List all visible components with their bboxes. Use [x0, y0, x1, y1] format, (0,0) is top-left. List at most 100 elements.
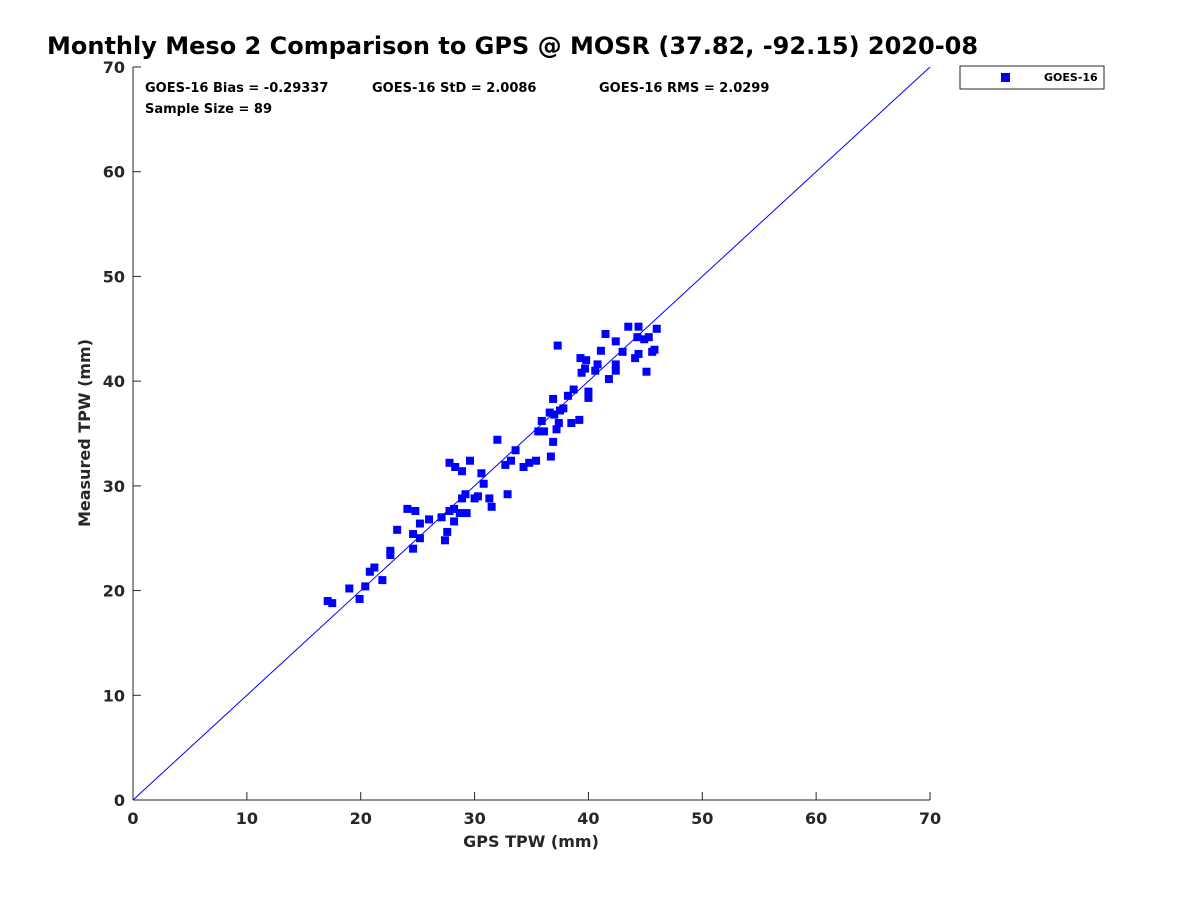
data-point [546, 452, 555, 461]
data-point [601, 330, 610, 339]
x-tick-label: 50 [691, 809, 713, 828]
data-point [415, 519, 424, 528]
data-point [462, 509, 471, 518]
data-point [386, 550, 395, 559]
data-point [501, 460, 510, 469]
data-point [634, 322, 643, 331]
legend: GOES-16 [959, 65, 1105, 90]
data-point [604, 375, 613, 384]
data-point [345, 584, 354, 593]
data-point [611, 366, 620, 375]
legend-marker [1001, 73, 1010, 82]
data-point [323, 597, 332, 606]
x-tick-label: 30 [463, 809, 485, 828]
x-axis-ticks: 0 10 20 30 40 50 60 70 [127, 792, 941, 828]
data-point [631, 354, 640, 363]
data-point [328, 599, 337, 608]
x-tick-label: 40 [577, 809, 599, 828]
data-point [355, 594, 364, 603]
data-point [365, 567, 374, 576]
data-point [549, 437, 558, 446]
data-point [576, 354, 585, 363]
x-tick-label: 60 [805, 809, 827, 828]
data-point [577, 368, 586, 377]
x-tick-label: 20 [350, 809, 372, 828]
data-point [537, 416, 546, 425]
data-point [563, 391, 572, 400]
data-point [378, 576, 387, 585]
data-point [519, 463, 528, 472]
std-stat: GOES-16 StD = 2.0086 [372, 81, 536, 96]
data-point [553, 341, 562, 350]
y-tick-label: 10 [103, 686, 125, 705]
data-point [582, 356, 591, 365]
y-tick-label: 30 [103, 477, 125, 496]
data-point [550, 410, 559, 419]
data-point [493, 435, 502, 444]
y-tick-label: 0 [114, 791, 125, 810]
data-point [455, 509, 464, 518]
data-point [511, 446, 520, 455]
data-point [549, 394, 558, 403]
data-point [567, 419, 576, 428]
data-point [466, 456, 475, 465]
data-point [458, 494, 467, 503]
data-point [425, 515, 434, 524]
data-point [409, 530, 418, 539]
y-tick-label: 40 [103, 372, 125, 391]
data-point [650, 345, 659, 354]
data-point [624, 322, 633, 331]
data-point [581, 364, 590, 373]
data-point [644, 333, 653, 342]
data-point [618, 347, 627, 356]
data-point [554, 419, 563, 428]
data-point [642, 367, 651, 376]
data-point [403, 504, 412, 513]
data-point [584, 393, 593, 402]
x-tick-label: 0 [127, 809, 138, 828]
data-point [611, 337, 620, 346]
y-tick-label: 70 [103, 58, 125, 77]
chart-title: Monthly Meso 2 Comparison to GPS @ MOSR … [47, 32, 978, 60]
data-point [532, 456, 541, 465]
y-tick-label: 50 [103, 267, 125, 286]
data-point [450, 517, 459, 526]
data-point [652, 324, 661, 333]
data-point [534, 427, 543, 436]
data-point [569, 385, 578, 394]
data-point [540, 427, 549, 436]
sample-size-stat: Sample Size = 89 [145, 102, 272, 117]
data-point [584, 387, 593, 396]
data-point [634, 349, 643, 358]
data-point [409, 544, 418, 553]
data-point [591, 366, 600, 375]
data-point [393, 525, 402, 534]
data-point [443, 527, 452, 536]
rms-stat: GOES-16 RMS = 2.0299 [599, 81, 769, 96]
y-tick-label: 60 [103, 163, 125, 182]
data-point [361, 582, 370, 591]
bias-stat: GOES-16 Bias = -0.29337 [145, 81, 328, 96]
stats-annotation: GOES-16 Bias = -0.29337 GOES-16 StD = 2.… [145, 81, 769, 117]
data-point [479, 479, 488, 488]
data-point [411, 506, 420, 515]
plot-area: 0 10 20 30 40 50 60 70 0 10 20 30 40 50 60 70 [103, 58, 941, 828]
data-point [633, 333, 642, 342]
data-point [445, 506, 454, 515]
data-point [386, 546, 395, 555]
data-point [552, 425, 561, 434]
x-tick-label: 10 [236, 809, 258, 828]
y-axis-label: Measured TPW (mm) [75, 339, 94, 527]
x-tick-label: 70 [919, 809, 941, 828]
y-tick-label: 20 [103, 582, 125, 601]
data-point [450, 504, 459, 513]
data-point [485, 494, 494, 503]
data-point [440, 536, 449, 545]
data-point [507, 456, 516, 465]
x-axis-label: GPS TPW (mm) [463, 832, 599, 851]
data-point [473, 492, 482, 501]
data-point [437, 513, 446, 522]
data-point [458, 467, 467, 476]
data-point [451, 463, 460, 472]
